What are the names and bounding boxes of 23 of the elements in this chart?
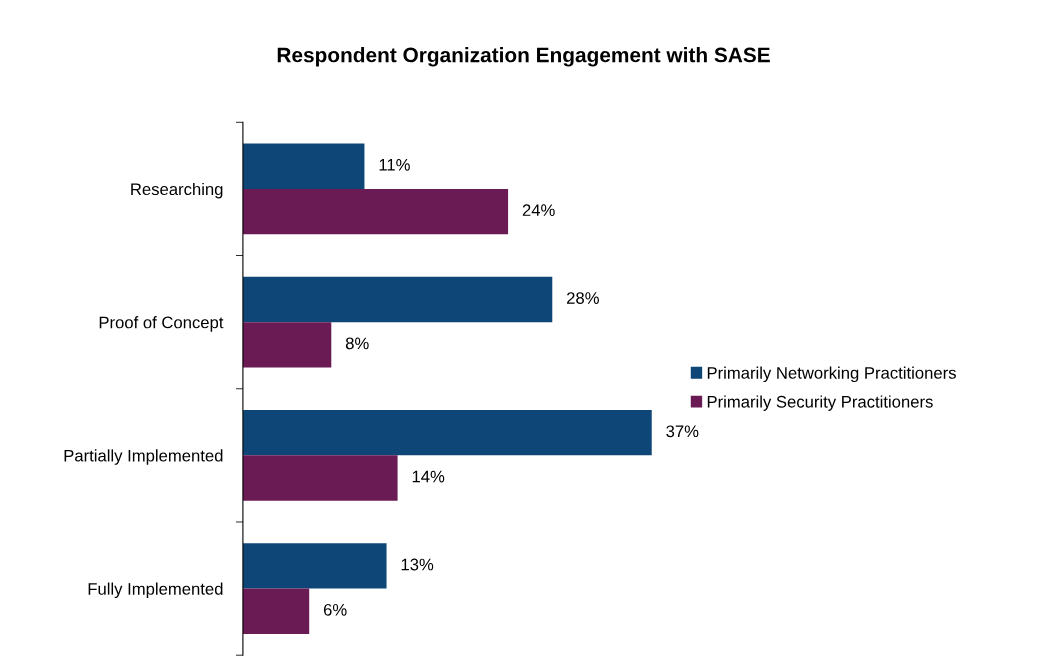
data-label: 8% — [345, 337, 369, 350]
data-label: 11% — [379, 159, 410, 171]
bar — [242, 588, 310, 634]
y-tick-label: Fully Implemented — [88, 582, 223, 599]
data-label: 14% — [412, 470, 445, 483]
bar — [242, 143, 365, 189]
data-label: 28% — [567, 292, 599, 304]
bar — [242, 455, 398, 501]
y-tick-label: Researching — [131, 182, 223, 199]
data-label: 6% — [323, 603, 347, 616]
y-tick-label: Partially Implemented — [64, 449, 223, 465]
bar — [242, 410, 652, 456]
chart-title: Respondent Organization Engagement with SASE — [277, 47, 770, 67]
bar — [242, 322, 332, 368]
data-label: 37% — [666, 425, 699, 438]
y-tick-label: Proof of Concept — [99, 316, 224, 332]
legend-label: Primarily Security Practitioners — [707, 395, 933, 411]
data-label: 24% — [522, 204, 555, 216]
data-label: 13% — [401, 558, 434, 571]
bar — [242, 543, 387, 589]
legend-label: Primarily Networking Practitioners — [707, 366, 956, 383]
bar — [242, 276, 553, 323]
bar — [242, 188, 509, 235]
